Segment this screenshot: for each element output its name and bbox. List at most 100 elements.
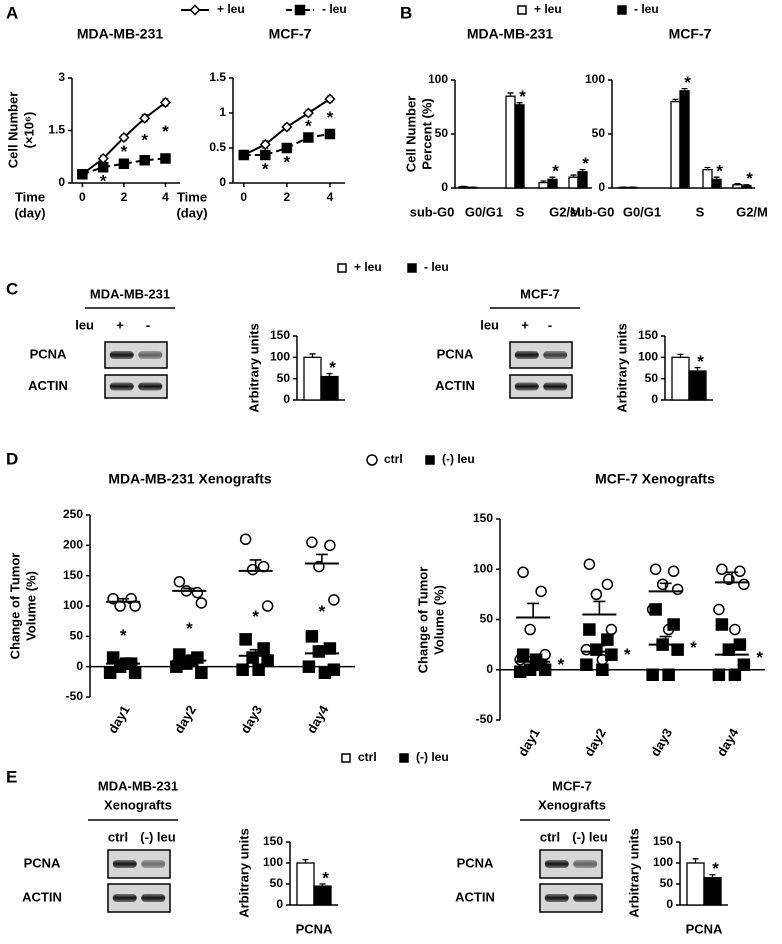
bar [702,168,713,189]
blot-band [112,894,137,902]
blot-row-label: PCNA [30,346,67,361]
y-tick-label: -50 [66,689,84,703]
marker [713,603,725,616]
marker [524,623,536,636]
chart-title: MDA-MB-231 [467,26,554,42]
y-tick-label: 1.5 [48,123,65,137]
lane-label: leu [480,317,499,332]
marker [601,578,614,591]
marker [302,660,316,673]
x-tick-label: 0 [79,190,86,204]
chart-title: MDA-MB-231 [77,26,164,42]
x-tick-label: day4 [714,725,742,759]
significance: * [252,607,259,626]
marker [580,658,593,671]
marker [239,533,252,546]
y-tick-label: 0.5 [209,140,226,154]
error-bar [593,644,606,652]
blot-box [509,374,573,399]
bar [577,171,588,189]
marker [734,565,746,578]
bar [296,862,315,906]
marker [318,666,332,679]
significance: * [120,626,127,645]
x-tick-label: G2/M [549,204,581,219]
marker [590,643,603,656]
x-tick-label: day4 [304,702,332,736]
marker [139,155,150,166]
x-axis-label: Time [177,189,207,204]
blot-band [109,382,134,391]
y-tick-label: 100 [270,350,290,364]
chart-title: MCF-7 [269,26,312,42]
significance: * [162,122,169,141]
significance: * [690,638,697,657]
x-tick-label: 2 [284,190,291,204]
legend-marker [407,263,417,273]
x-tick-label: day3 [237,703,265,736]
y-tick-label: 0 [276,897,283,911]
y-tick-label: 1.5 [209,70,226,84]
x-tick-label: day2 [581,726,609,759]
error-bar [315,645,328,654]
x-tick-label: 4 [327,190,334,204]
marker [516,648,530,661]
error-bar [249,648,262,656]
significance: * [262,159,269,178]
bar [732,184,743,189]
error-bar [659,635,672,645]
blot-band [544,860,569,868]
marker [716,563,728,575]
y-axis-label: (×10⁶) [21,112,36,149]
bar [741,185,752,189]
blot-band [141,894,166,902]
marker [649,563,662,575]
blot-header: MCF-7 [552,778,592,793]
marker [252,663,265,676]
bar [505,95,516,189]
bar [303,356,322,401]
marker [170,660,183,673]
error-bar [593,600,606,615]
error-bar [117,659,130,664]
x-tick-label: sub-G0 [410,204,455,219]
marker [517,566,529,579]
error-bar [183,587,196,591]
error-bar [249,559,262,571]
significance: * [716,162,723,181]
y-tick-label: 1 [219,105,226,119]
y-axis-label: Arbitrary units [236,828,251,918]
y-tick-label: 0 [76,659,83,673]
blot-band [109,351,134,359]
marker [312,645,326,658]
blot-header: MCF-7 [520,286,560,301]
y-axis-label: Volume (%) [431,585,446,655]
y-tick-label: 100 [638,350,658,364]
y-axis-label: Cell Number [5,92,20,169]
y-tick-label: -50 [476,712,494,726]
marker [646,668,659,682]
y-tick-label: 50 [435,126,449,140]
x-tick-label: day1 [515,726,543,759]
marker [667,618,680,631]
lane: + [521,317,529,332]
blot-row-label: ACTIN [435,378,475,393]
y-tick-label: 0 [58,175,65,189]
marker [324,539,336,552]
y-tick-label: 0 [598,180,605,194]
y-tick-label: 100 [653,855,673,869]
marker [605,623,618,636]
significance: * [305,117,312,136]
marker [173,575,186,588]
blot-header: MDA-MB-231 [90,286,170,301]
marker [601,633,614,646]
lane: (-) leu [140,829,175,844]
marker [738,578,750,591]
y-tick-label: 150 [63,568,83,582]
significance: * [684,73,691,92]
blot-band [138,351,163,359]
y-axis-label: Cell Number [403,96,418,173]
bar [514,104,525,189]
blot-band [573,860,598,868]
marker [259,138,271,151]
